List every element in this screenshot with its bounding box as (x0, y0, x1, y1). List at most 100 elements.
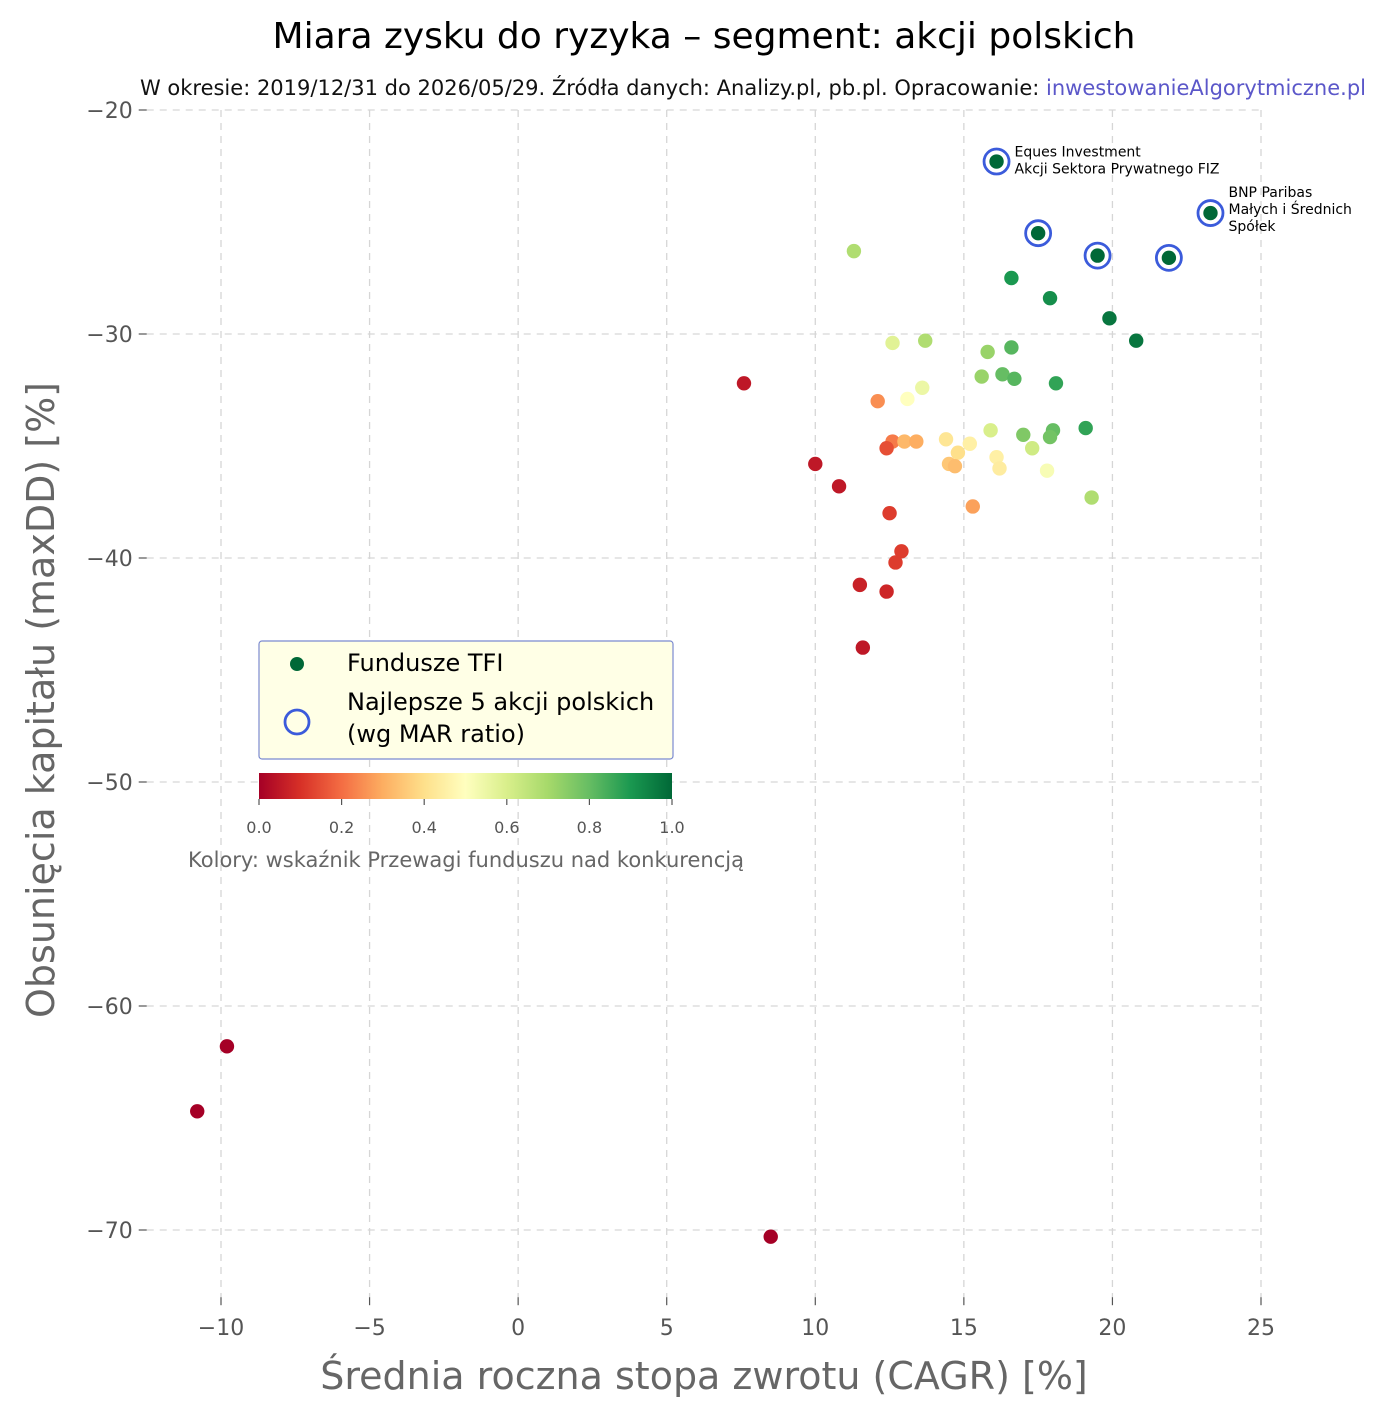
fund-point (1129, 333, 1144, 348)
top5-ring (982, 147, 1011, 176)
fund-point (965, 499, 980, 514)
colorbar-ticks: 0.0 0.2 0.4 0.6 0.8 1.0 (246, 799, 685, 837)
fund-point (736, 376, 752, 391)
x-axis-label: Średnia roczna stopa zwrotu (CAGR) [%] (320, 1354, 1088, 1398)
fund-point (1042, 429, 1058, 445)
x-axis: −10 −5 0 5 10 15 20 25 (198, 1297, 1275, 1341)
fund-point (879, 441, 894, 456)
legend-label-funds: Fundusze TFI (347, 649, 503, 677)
colorbar-tick-label: 0.8 (577, 818, 602, 837)
colorbar-tick-label: 0.4 (411, 818, 436, 837)
x-tick-label: −10 (198, 1316, 244, 1341)
fund-point (1078, 420, 1093, 436)
fund-point (900, 391, 915, 407)
fund-point (1048, 376, 1064, 391)
annotation-label: Akcji Sektora Prywatnego FIZ (1015, 162, 1220, 178)
top5-ring (1024, 219, 1053, 248)
fund-point (888, 555, 903, 570)
top5-ring (1154, 243, 1183, 272)
fund-point (885, 335, 900, 351)
fund-point (831, 479, 847, 494)
annotation-label: BNP Paribas (1228, 185, 1312, 201)
fund-point (879, 584, 894, 599)
annotation-label: Małych i Średnich (1228, 200, 1351, 218)
fund-point (1016, 427, 1031, 442)
x-tick-label: −5 (353, 1316, 385, 1341)
annotation-label: Spółek (1228, 219, 1276, 235)
fund-point (763, 1229, 778, 1244)
colorbar-tick-label: 0.2 (329, 818, 354, 837)
fund-point (980, 344, 995, 360)
top5-ring (1083, 241, 1112, 270)
fund-point (1004, 340, 1019, 355)
fund-point (983, 423, 998, 438)
y-tick-label: −30 (86, 323, 132, 348)
chart-title: Miara zysku do ryzyka – segment: akcji p… (273, 16, 1136, 57)
legend-label-top5-sub: (wg MAR ratio) (347, 720, 525, 748)
x-tick-label: 5 (660, 1316, 674, 1341)
x-tick-label: 0 (511, 1316, 525, 1341)
fund-point (1007, 371, 1022, 386)
legend: Fundusze TFI Najlepsze 5 akcji polskich … (258, 640, 674, 760)
top5-ring (1196, 199, 1225, 227)
fund-point (219, 1039, 235, 1054)
x-tick-label: 25 (1247, 1316, 1275, 1341)
fund-point (894, 544, 909, 559)
fund-point (918, 333, 933, 348)
fund-point (897, 434, 912, 449)
colorbar-gradient (259, 773, 672, 799)
y-axis: −20 −30 −40 −50 −60 −70 (86, 99, 147, 1244)
fund-point (909, 434, 924, 449)
y-tick-label: −40 (86, 547, 132, 572)
x-tick-label: 15 (950, 1316, 978, 1341)
grid-lines (146, 109, 1262, 1298)
chart-subtitle: W okresie: 2019/12/31 do 2026/05/29. Źró… (140, 75, 1366, 100)
highlight-rings (982, 147, 1225, 272)
fund-point (1161, 250, 1177, 266)
fund-point (974, 369, 989, 384)
fund-point (962, 436, 977, 451)
fund-point (947, 458, 963, 474)
fund-point (938, 432, 954, 447)
y-tick-label: −20 (86, 99, 132, 124)
y-tick-label: −50 (86, 771, 132, 796)
x-tick-label: 20 (1098, 1316, 1126, 1341)
fund-point (995, 367, 1010, 382)
fund-point (190, 1104, 205, 1119)
colorbar-tick-label: 0.6 (494, 818, 519, 837)
fund-point (1004, 270, 1019, 286)
fund-point (846, 243, 862, 259)
subtitle-source: W okresie: 2019/12/31 do 2026/05/29. Źró… (140, 75, 1046, 100)
annotations: Eques Investment Akcji Sektora Prywatneg… (1015, 145, 1352, 236)
fund-point (992, 461, 1007, 476)
fund-point (852, 577, 868, 593)
legend-marker-funds (290, 657, 304, 671)
fund-point (950, 445, 966, 460)
colorbar-tick-label: 1.0 (659, 818, 684, 837)
data-points (190, 154, 1218, 1244)
y-tick-label: −60 (86, 995, 132, 1020)
colorbar-tick-label: 0.0 (246, 818, 271, 837)
legend-box (258, 640, 674, 760)
subtitle-site-link[interactable]: inwestowanieAlgorytmiczne.pl (1046, 76, 1366, 100)
fund-point (1025, 441, 1040, 456)
fund-point (1102, 311, 1117, 326)
annotation-label: Eques Investment (1015, 145, 1142, 161)
fund-point (808, 456, 823, 472)
colorbar-label: Kolory: wskaźnik Przewagi funduszu nad k… (188, 848, 744, 872)
fund-point (855, 640, 871, 655)
fund-point (1039, 463, 1055, 478)
fund-point (1030, 226, 1046, 241)
colorbar: 0.0 0.2 0.4 0.6 0.8 1.0 Kolory: wskaźnik Prze… (188, 773, 744, 872)
fund-point (882, 506, 897, 521)
fund-point (1042, 290, 1058, 306)
legend-marker-top5 (283, 708, 311, 736)
y-axis-label: Obsunięcia kapitału (maxDD) [%] (19, 382, 63, 1018)
y-tick-label: −70 (86, 1219, 132, 1244)
x-tick-label: 10 (801, 1316, 829, 1341)
fund-point (989, 154, 1004, 169)
fund-point (915, 380, 930, 395)
fund-point (870, 394, 885, 409)
fund-point (1203, 205, 1218, 221)
